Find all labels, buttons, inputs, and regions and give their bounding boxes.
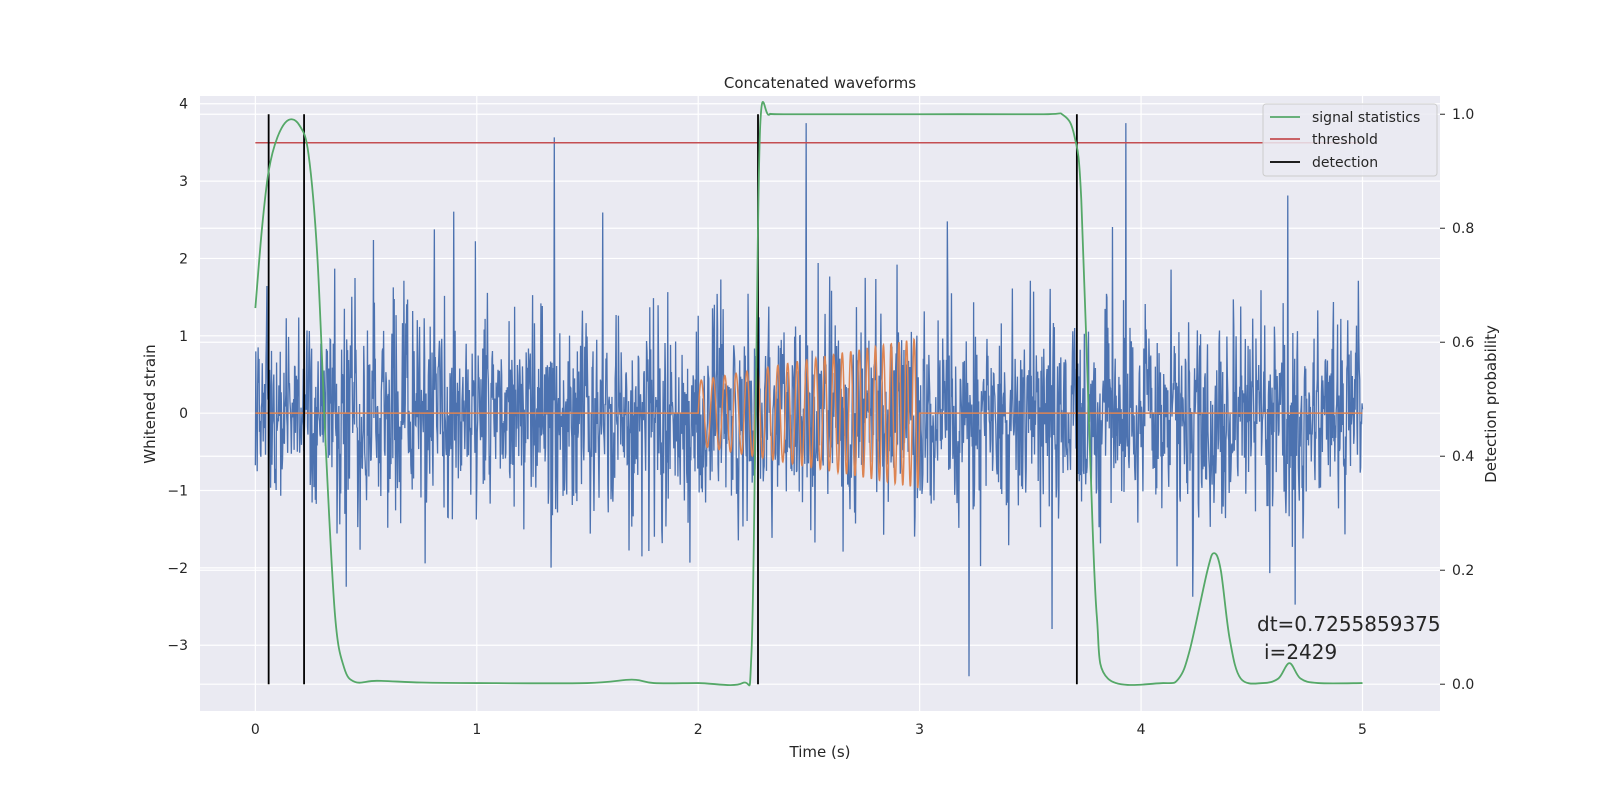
y-tick-label: 0 [179, 406, 188, 422]
y-right-axis-label: Detection probability [1482, 325, 1500, 483]
y-axis-ticks: −3 −2 −1 0 1 2 3 4 [167, 97, 188, 655]
annotation-dt: dt=0.7255859375 [1257, 612, 1441, 636]
injection-series [255, 337, 1363, 489]
data-layer [254, 100, 1364, 687]
legend-label-threshold: threshold [1312, 132, 1378, 148]
signal-statistics-line [254, 100, 1363, 687]
y-right-axis-ticks: 0.0 0.2 0.4 0.6 0.8 1.0 [1440, 107, 1474, 693]
y-tick-label: 1 [179, 329, 188, 345]
y-right-tick-label: 0.2 [1452, 563, 1474, 579]
y-right-tick-label: 1.0 [1452, 107, 1474, 123]
y-right-tick-label: 0.8 [1452, 221, 1474, 237]
y-axis-label: Whitened strain [141, 344, 159, 463]
y-tick-label: −3 [167, 638, 188, 654]
legend-box [1262, 103, 1438, 177]
y-tick-label: −2 [167, 561, 188, 577]
injection-line [255, 337, 1363, 489]
legend-label-detection: detection [1312, 155, 1378, 171]
x-axis-label: Time (s) [789, 743, 851, 761]
y-tick-label: 2 [179, 251, 188, 267]
x-axis-ticks: 0 1 2 3 4 5 [251, 722, 1367, 738]
detection-series [267, 114, 1078, 685]
x-tick-label: 2 [694, 722, 703, 738]
legend-label-signal-statistics: signal statistics [1312, 110, 1420, 126]
y-tick-label: 4 [179, 97, 188, 113]
y-right-tick-label: 0.6 [1452, 335, 1474, 351]
y-right-tick-label: 0.0 [1452, 677, 1474, 693]
annotation-i: i=2429 [1264, 640, 1337, 664]
y-right-tick-label: 0.4 [1452, 449, 1474, 465]
x-tick-label: 0 [251, 722, 260, 738]
chart-title: Concatenated waveforms [724, 74, 916, 92]
legend: signal statistics threshold detection [1262, 103, 1438, 177]
y-tick-label: 3 [179, 174, 188, 190]
signal-statistics-series [254, 100, 1363, 687]
x-tick-label: 3 [915, 722, 924, 738]
y-tick-label: −1 [167, 484, 188, 500]
x-tick-label: 5 [1358, 722, 1367, 738]
x-tick-label: 4 [1137, 722, 1146, 738]
grid [200, 96, 1440, 711]
x-tick-label: 1 [472, 722, 481, 738]
